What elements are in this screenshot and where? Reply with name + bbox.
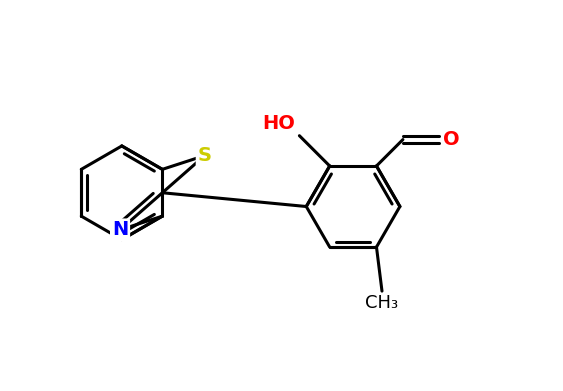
Text: CH₃: CH₃ (365, 294, 399, 312)
Text: N: N (112, 221, 128, 239)
Text: O: O (443, 130, 460, 149)
Text: HO: HO (262, 114, 295, 133)
Text: S: S (198, 146, 212, 165)
